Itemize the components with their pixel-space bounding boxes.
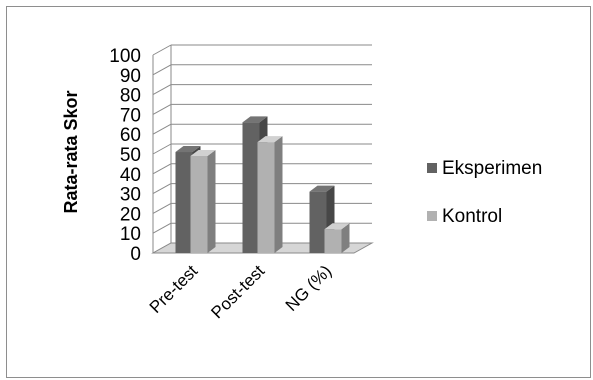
bar-kontrol-0 xyxy=(190,149,216,253)
gridline-side xyxy=(152,163,172,175)
gridline-side xyxy=(152,84,172,96)
gridline-side xyxy=(152,44,172,56)
gridline-side xyxy=(152,64,172,76)
bar-front xyxy=(242,122,260,253)
bar-kontrol-1 xyxy=(257,136,283,253)
x-category-labels: Pre-test Post-test NG (%) xyxy=(146,261,336,322)
gridline-side xyxy=(152,183,172,195)
x-category-label: Post-test xyxy=(207,261,268,322)
legend-label: Eksperimen xyxy=(442,158,542,179)
bar-front xyxy=(309,191,327,253)
bar-top xyxy=(257,136,283,143)
legend-swatch xyxy=(427,211,437,221)
y-tick-label: 40 xyxy=(120,165,141,186)
y-tick-label: 100 xyxy=(109,46,141,67)
y-tick-label: 80 xyxy=(120,86,141,107)
y-tick-label: 20 xyxy=(120,204,141,225)
bar-side xyxy=(274,136,283,253)
bar-top xyxy=(190,149,216,156)
bar-top xyxy=(309,185,335,192)
bar-front xyxy=(175,152,193,253)
bar-front xyxy=(324,229,342,253)
legend-label: Kontrol xyxy=(442,206,502,227)
legend: Eksperimen Kontrol xyxy=(427,158,542,227)
bar-front xyxy=(257,142,275,253)
x-category-label: NG (%) xyxy=(282,261,336,315)
legend-swatch xyxy=(427,163,437,173)
gridline-side xyxy=(152,123,172,135)
y-axis-title: Rata-rata Skor xyxy=(61,90,81,213)
gridline-side xyxy=(152,103,172,115)
y-tick-label: 60 xyxy=(120,125,141,146)
bar-top xyxy=(175,146,201,153)
bar-side xyxy=(341,223,350,253)
y-tick-label: 0 xyxy=(130,244,141,265)
y-tick-label: 30 xyxy=(120,185,141,206)
bar-top xyxy=(324,223,350,230)
bar-side xyxy=(207,149,216,253)
gridline-side xyxy=(152,143,172,155)
bar-front xyxy=(190,155,208,253)
y-tick-label: 50 xyxy=(120,145,141,166)
bars xyxy=(175,116,350,253)
bar-top xyxy=(242,116,268,123)
gridline-side xyxy=(152,202,172,214)
y-tick-label: 90 xyxy=(120,66,141,87)
y-tick-label: 10 xyxy=(120,224,141,245)
chart-frame xyxy=(6,6,591,378)
y-tick-label: 70 xyxy=(120,105,141,126)
gridline-side xyxy=(152,222,172,234)
bar-kontrol-2 xyxy=(324,223,350,253)
x-category-label: Pre-test xyxy=(146,261,202,317)
